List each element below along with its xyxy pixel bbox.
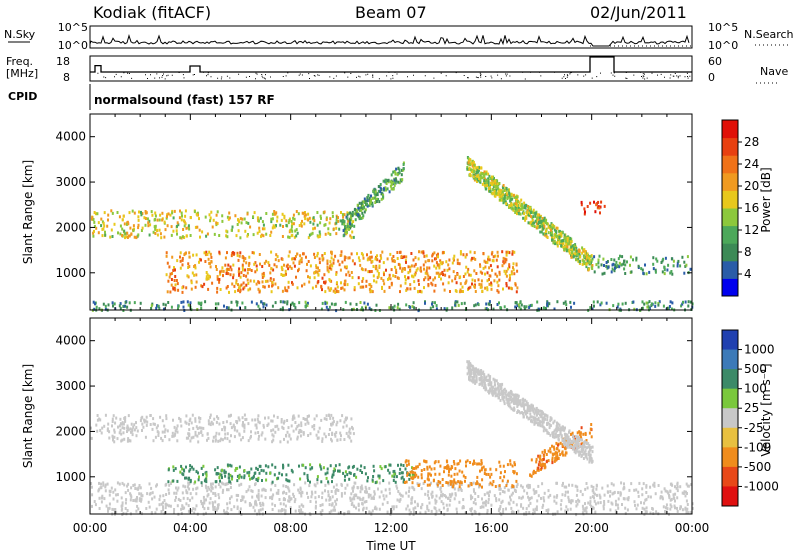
freq-label: Freq. — [6, 55, 33, 68]
station-title: Kodiak (fitACF) — [93, 3, 211, 22]
xtick-label: 00:00 — [73, 521, 108, 535]
colorbar-swatch — [722, 369, 738, 390]
ytick-label: 2000 — [55, 424, 86, 438]
ytick-label: 3000 — [55, 379, 86, 393]
colorbar-tick: 25 — [744, 401, 759, 415]
colorbar-swatch — [722, 120, 738, 139]
cpid-label: CPID — [8, 90, 37, 103]
colorbar-swatch — [722, 278, 738, 297]
colorbar-tick: 12 — [744, 223, 759, 237]
ytick-label: 4000 — [55, 334, 86, 348]
colorbar-tick: -500 — [744, 460, 771, 474]
ytick-label: 1000 — [55, 470, 86, 484]
colorbar-tick: 28 — [744, 135, 759, 149]
velocity-marks — [90, 360, 694, 517]
velocity-ylabel: Slant Range [km] — [21, 364, 35, 468]
beam-title: Beam 07 — [355, 3, 427, 22]
cpid-text: normalsound (fast) 157 RF — [94, 93, 275, 107]
colorbar-tick: 500 — [744, 362, 767, 376]
scatter-region — [466, 156, 594, 272]
colorbar-swatch — [722, 208, 738, 227]
cpid-strip: CPID normalsound (fast) 157 RF — [8, 84, 275, 110]
colorbar-swatch — [722, 260, 738, 279]
colorbar-swatch — [722, 190, 738, 209]
colorbar-swatch — [722, 408, 738, 429]
xtick-label: 20:00 — [574, 521, 609, 535]
ytick-label: 4000 — [55, 130, 86, 144]
freq-trace — [90, 56, 692, 73]
scatter-region — [580, 200, 606, 216]
colorbar-tick: 16 — [744, 201, 759, 215]
power-axis-ticks: 4000 3000 2000 1000 — [55, 114, 693, 310]
power-ylabel: Slant Range [km] — [21, 160, 35, 264]
velocity-axis-ticks: 4000 3000 2000 1000 — [55, 318, 693, 514]
date-title: 02/Jun/2011 — [590, 3, 687, 22]
nsky-strip: N.Sky 10^5 10^0 10^5 10^0 N.Search — [4, 21, 794, 52]
scatter-region — [165, 250, 519, 294]
power-colorbar-label: Power [dB] — [759, 167, 773, 232]
scatter-region — [90, 481, 694, 517]
colorbar-tick: 1000 — [744, 343, 775, 357]
colorbar-tick: 8 — [744, 245, 752, 259]
colorbar-tick: 100 — [744, 382, 767, 396]
x-axis-ticks: 00:00 04:00 08:00 12:00 16:00 20:00 00:00 — [73, 521, 710, 535]
colorbar-swatch — [722, 330, 738, 351]
nsky-tick-top: 10^5 — [58, 21, 88, 34]
power-colorbar: 28 24 20 16 12 8 4 — [721, 119, 759, 297]
xtick-label: 00:00 — [675, 521, 710, 535]
xtick-label: 04:00 — [173, 521, 208, 535]
colorbar-tick: -100 — [744, 440, 771, 454]
freq-tick-bottom: 8 — [63, 71, 70, 84]
scatter-region — [593, 254, 692, 276]
xtick-label: 08:00 — [273, 521, 308, 535]
nsearch-tick-bottom: 10^0 — [708, 39, 738, 52]
colorbar-tick: 24 — [744, 157, 759, 171]
freq-unit: [MHz] — [6, 67, 38, 80]
nsky-label: N.Sky — [4, 28, 36, 41]
xtick-label: 16:00 — [474, 521, 509, 535]
colorbar-swatch — [722, 427, 738, 448]
colorbar-swatch — [722, 172, 738, 191]
colorbar-swatch — [722, 225, 738, 244]
nave-dots — [97, 71, 691, 80]
colorbar-swatch — [722, 447, 738, 468]
nsky-trace — [89, 33, 690, 47]
velocity-colorbar: 1000 500 100 25 -25 -100 -500 -1000 — [721, 329, 779, 507]
colorbar-swatch — [722, 466, 738, 487]
colorbar-tick: 20 — [744, 179, 759, 193]
colorbar-tick: -25 — [744, 421, 764, 435]
ytick-label: 2000 — [55, 220, 86, 234]
colorbar-swatch — [722, 137, 738, 156]
x-axis-label: Time UT — [365, 539, 416, 553]
nave-tick-top: 60 — [708, 55, 722, 68]
colorbar-swatch — [722, 349, 738, 370]
scatter-region — [91, 209, 355, 240]
scatter-region — [403, 459, 518, 489]
velocity-colorbar-label: Velocity [m s⁻¹] — [759, 363, 773, 456]
colorbar-swatch — [722, 243, 738, 262]
colorbar-tick: -1000 — [744, 479, 779, 493]
colorbar-swatch — [722, 486, 738, 507]
scatter-region — [341, 161, 405, 238]
nsky-tick-bottom: 10^0 — [58, 39, 88, 52]
nsearch-tick-top: 10^5 — [708, 21, 738, 34]
power-panel: 4000 3000 2000 1000 Slant Range [km] — [21, 113, 694, 313]
nsearch-label: N.Search — [744, 28, 794, 41]
scatter-region — [466, 360, 594, 464]
colorbar-swatch — [722, 388, 738, 409]
ytick-label: 3000 — [55, 175, 86, 189]
ytick-label: 1000 — [55, 266, 86, 280]
nave-tick-bottom: 0 — [708, 71, 715, 84]
colorbar-tick: 4 — [744, 267, 752, 281]
colorbar-swatch — [722, 155, 738, 174]
scatter-region — [90, 413, 355, 444]
scatter-region — [529, 423, 593, 478]
freq-tick-top: 18 — [56, 55, 70, 68]
xtick-label: 12:00 — [374, 521, 409, 535]
nave-label: Nave — [760, 65, 788, 78]
freq-strip: Freq. [MHz] 18 8 60 0 Nave — [6, 55, 788, 84]
velocity-panel: 4000 3000 2000 1000 Slant Range [km] — [21, 317, 694, 517]
